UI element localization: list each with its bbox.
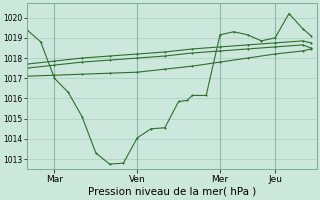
X-axis label: Pression niveau de la mer( hPa ): Pression niveau de la mer( hPa ) xyxy=(88,187,256,197)
